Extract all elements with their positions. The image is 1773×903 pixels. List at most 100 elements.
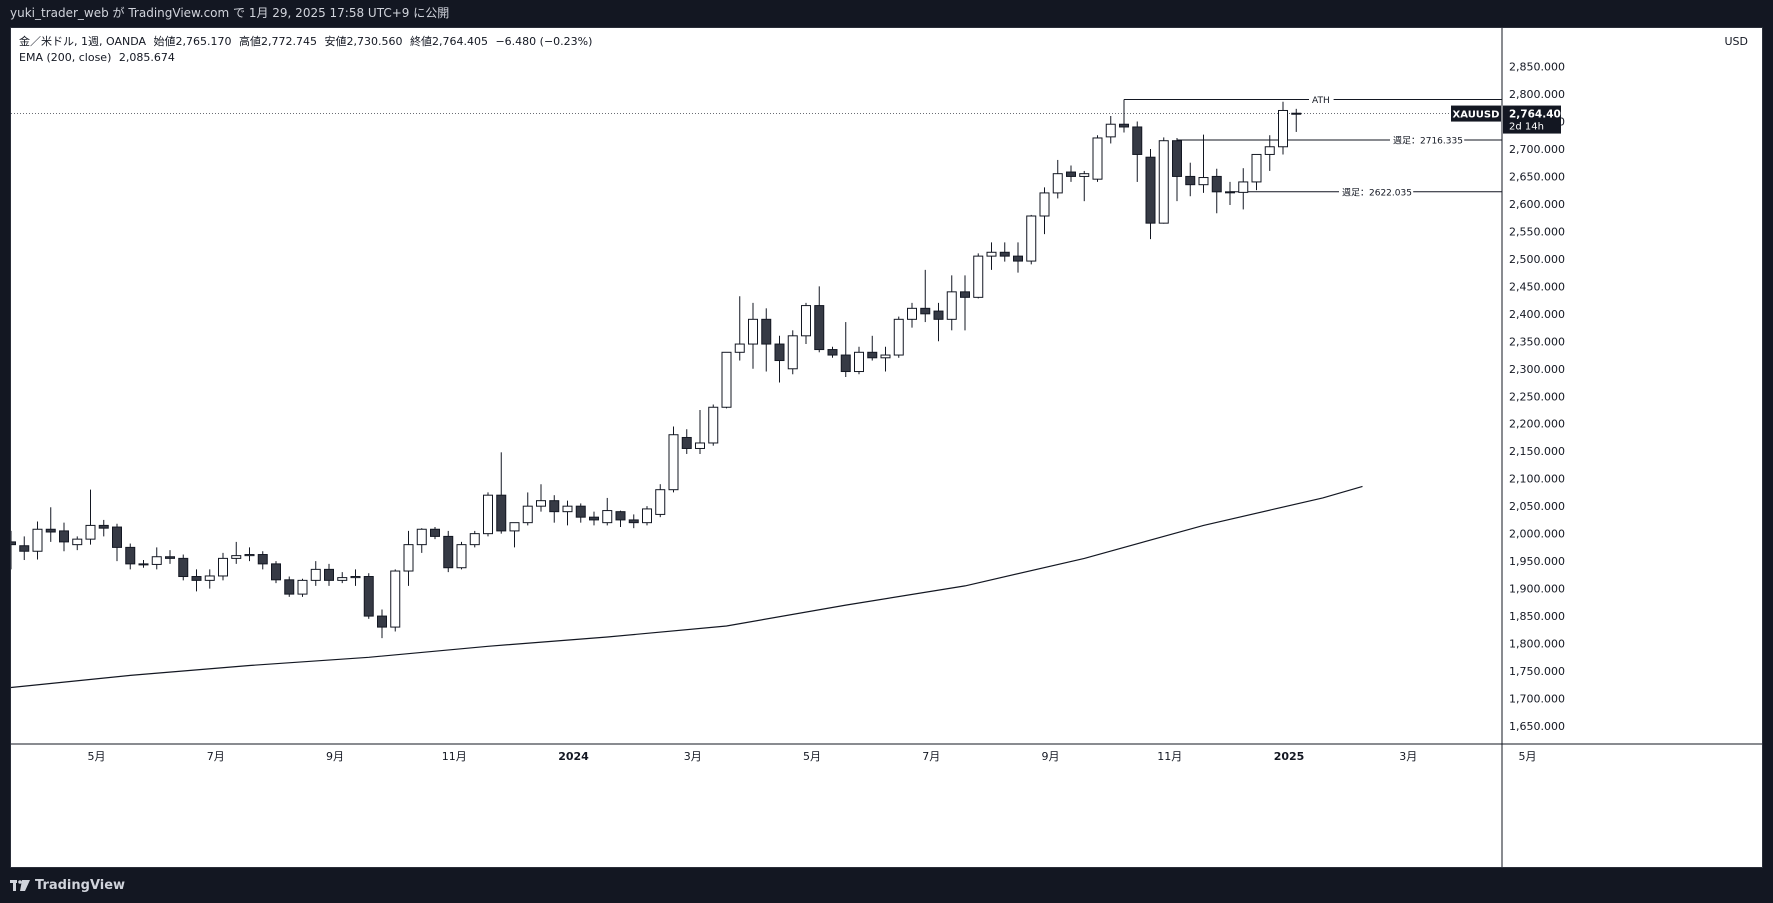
candle [893,316,904,358]
candle-body [642,508,652,524]
y-tick-label: 1,850.000 [1509,610,1565,623]
candle-body [363,576,374,617]
candle-body [138,563,149,566]
y-tick-label: 2,150.000 [1509,445,1565,458]
candle-body [973,255,984,298]
level-label-bg [1309,93,1334,106]
ema-value: 2,085.674 [118,51,175,64]
y-tick-label: 2,500.000 [1509,253,1565,266]
candlestick-chart[interactable]: ATH 週足：2716.335 週足：2622.035 1,650.000 1,700… [11,28,1763,868]
candle-body [1158,140,1169,224]
level-label-bg [1390,133,1465,146]
candle [880,346,891,372]
candle [549,495,560,523]
x-tick-label: 7月 [922,750,940,763]
candle [257,551,268,570]
y-tick-label: 2,200.000 [1509,418,1565,431]
candle-body [178,557,189,578]
candle [204,569,215,589]
candle [45,507,56,542]
candle-body [85,524,96,540]
candle [59,522,69,552]
y-tick-label: 1,700.000 [1509,693,1565,706]
candle [112,523,122,562]
candle-body [549,500,560,513]
candle [178,554,189,581]
candle-body [244,554,255,557]
y-tick-label: 2,400.000 [1509,308,1565,321]
candle [1079,170,1090,202]
candle [522,492,533,526]
candle-body [893,318,904,356]
candle-body [562,505,573,513]
y-tick-label: 1,900.000 [1509,583,1565,596]
candle-body [1251,153,1262,183]
candle [973,253,984,299]
footer-brand[interactable]: TradingView [35,878,126,893]
candle-body [1039,192,1050,217]
candle [138,560,149,568]
candle [562,500,573,526]
candle [1026,214,1037,265]
candle-body [774,343,785,362]
candle [72,536,83,551]
candle-body [814,305,825,351]
close-value: 終値2,764.405 [409,35,488,48]
candle [933,302,944,342]
y-tick-label: 2,650.000 [1509,170,1565,183]
candle-body [59,530,69,543]
y-tick-label: 2,550.000 [1509,225,1565,238]
candle [456,541,467,570]
y-tick-label: 2,300.000 [1509,363,1565,376]
candle-body [32,528,43,552]
candle-body [615,511,626,521]
candle [615,510,626,528]
candle-body [218,557,228,577]
candle-body [681,436,692,449]
candle [469,530,480,548]
candle-body [151,556,162,565]
candle [1211,168,1222,214]
candle [1105,115,1116,144]
candle-body [522,505,533,524]
candle-body [867,351,878,359]
candle [840,322,851,378]
candle [589,511,599,526]
candle [721,351,732,409]
symbol-tag-bg [1451,105,1501,122]
price-tag-bg [1503,105,1561,134]
candle [483,492,493,537]
candle-body [999,251,1010,257]
tradingview-logo-icon[interactable] [10,879,30,892]
level-label: ATH [1312,96,1330,106]
candle-body [98,524,109,529]
candle [191,569,202,592]
candle [403,530,414,586]
candle [960,275,970,331]
candle-body [854,351,864,373]
candle-body [443,535,454,569]
y-tick-label: 2,100.000 [1509,473,1565,486]
candle [668,426,679,493]
candle [125,543,136,570]
candle [920,269,931,323]
candle [165,550,175,564]
candle-body [708,406,719,444]
candle [827,346,838,358]
x-tick-label: 9月 [1042,750,1060,763]
candle-body [1079,173,1090,177]
candle-body [337,577,348,581]
candle-body [390,570,401,628]
candle-body [761,318,772,345]
level-label: 週足：2622.035 [1342,187,1412,198]
candle [1291,108,1302,132]
candle-body [920,307,931,315]
low-value: 安値2,730.560 [324,35,403,48]
candle-body [45,528,56,533]
candle-body [1225,191,1235,194]
candle-body [880,354,891,359]
currency-label[interactable]: USD [1724,35,1748,48]
y-tick-label: 2,450.000 [1509,280,1565,293]
candle [11,530,16,570]
ema-row: EMA (200, close) 2,085.674 [19,50,596,66]
